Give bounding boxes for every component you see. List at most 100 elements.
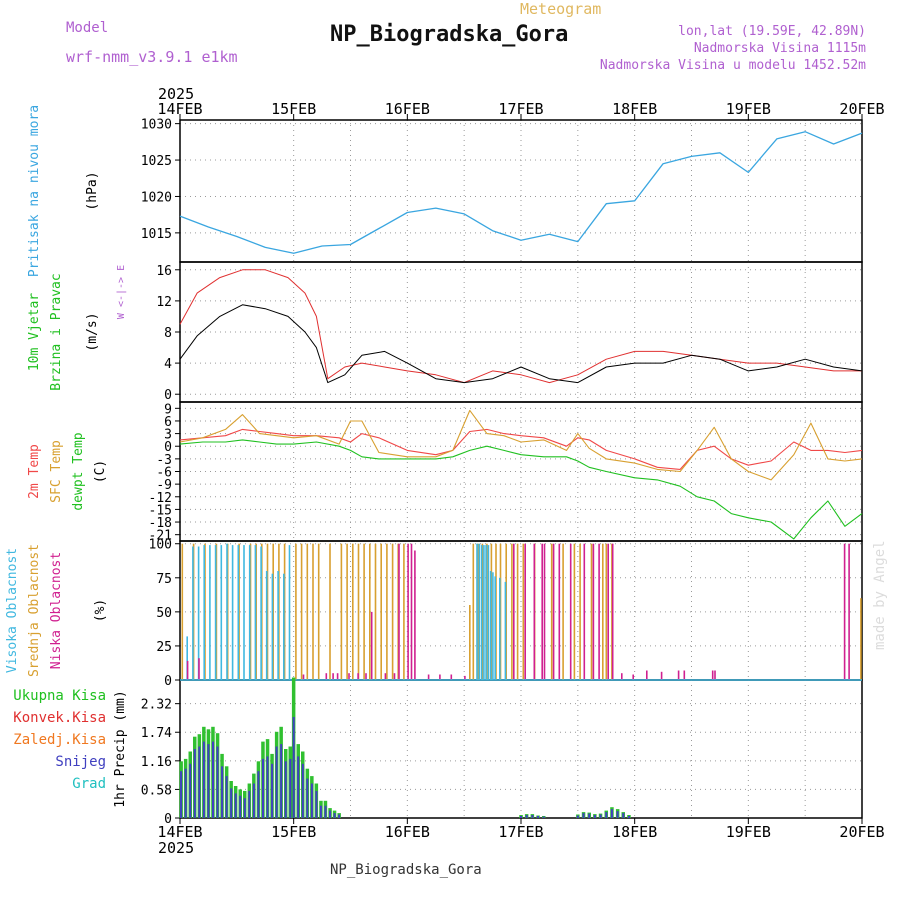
panels-layer [175, 114, 863, 824]
temp-dewpt-line [179, 439, 863, 540]
cloud-low-bar [398, 543, 400, 680]
precip-snow-bar [520, 816, 522, 818]
cloud-low-bar [569, 543, 572, 680]
precip-snow-bar [184, 768, 187, 818]
cloud-mid-bar [511, 543, 513, 680]
precip-snow-bar [333, 813, 336, 818]
cloud-mid-bar [486, 543, 488, 680]
cloud-low-bar [843, 543, 846, 680]
y-tick-label: 1020 [141, 190, 172, 205]
precip-snow-bar [180, 771, 183, 818]
precip-snow-bar [193, 749, 196, 818]
precip-snow-bar [542, 816, 545, 818]
precip-legend-item: Snijeg [55, 754, 106, 770]
cloud-mid-bar [522, 543, 525, 680]
precip-snow-bar [622, 813, 625, 818]
y-tick-label: -18 [149, 516, 172, 531]
cloud-mid-bar [380, 543, 382, 680]
cloud-low-bar [427, 674, 430, 680]
y-tick-label: 1.16 [141, 755, 172, 770]
temp-ylabel-sfc: SFC Temp [49, 440, 64, 503]
cloud-low-bar [325, 673, 328, 680]
precip-snow-bar [306, 778, 309, 818]
cloud-low-bar [632, 674, 634, 680]
precip-snow-bar [531, 815, 534, 818]
year-label-top: 2025 [158, 85, 194, 103]
y-tick-label: 6 [164, 415, 172, 430]
x-tick-label-top: 20FEB [839, 100, 884, 118]
cloud-high-bar [489, 571, 492, 680]
cloud-low-bar [370, 611, 373, 680]
precip-snow-bar [262, 758, 264, 818]
y-tick-label: -15 [149, 503, 172, 518]
temp-sfc-line [179, 409, 863, 481]
precip-snow-bar [216, 746, 219, 818]
y-tick-label: 50 [156, 606, 172, 621]
cloud-high-bar [487, 545, 490, 680]
cloud-low-bar [621, 673, 623, 680]
cloud-low-bar [365, 673, 367, 680]
temp-ylabel-dewpt: dewpt Temp [71, 432, 86, 510]
y-tick-label: 1.74 [141, 726, 172, 741]
cloud-mid-bar [374, 543, 377, 680]
cloud-low-bar [393, 673, 396, 680]
cloud-high-bar [494, 576, 496, 680]
cloud-low-bar [541, 543, 543, 680]
cloud-low-bar [611, 543, 614, 680]
cloud-low-bar [186, 660, 189, 680]
x-tick-label-top: 18FEB [612, 100, 657, 118]
cloud-mid-bar [346, 543, 348, 680]
cloud-mid-bar [472, 543, 475, 680]
x-tick-label-top: 15FEB [271, 100, 316, 118]
cloud-mid-bar [469, 605, 471, 680]
precip-snow-bar [234, 793, 237, 818]
y-tick-label: -3 [156, 453, 172, 468]
cloud-high-bar [192, 546, 194, 680]
precip-legend-item: Zaledj.Kisa [13, 732, 106, 748]
precip-snow-bar [616, 811, 619, 818]
cloud-mid-bar [573, 543, 576, 680]
y-tick-label: 12 [156, 295, 172, 310]
y-tick-label: -9 [156, 478, 172, 493]
y-tick-label: -12 [149, 491, 172, 506]
precip-snow-bar [221, 766, 224, 819]
precip-snow-bar [248, 790, 251, 818]
precip-snow-bar [324, 805, 327, 818]
precip-snow-bar [338, 814, 341, 818]
cloud-low-bar [407, 543, 409, 680]
pressure-ylabel: Pritisak na nivou mora [27, 105, 42, 277]
precip-snow-bar [212, 741, 214, 818]
cloud-low-bar [332, 673, 334, 680]
y-tick-label: 2.32 [141, 698, 172, 713]
temp-ylabel-2m: 2m Temp [27, 444, 42, 499]
precip-snow-bar [243, 798, 246, 818]
cloud-high-bar [214, 545, 217, 680]
precip-snow-bar [284, 761, 287, 818]
cloud-high-bar [243, 545, 245, 680]
y-tick-label: 4 [164, 357, 172, 372]
cloud-mid-bar [590, 543, 593, 680]
y-tick-label: 0 [164, 812, 172, 827]
precip-snow-bar [297, 756, 300, 818]
y-tick-label: 100 [149, 538, 172, 553]
precip-snow-bar [628, 816, 630, 818]
cloud-high-bar [197, 546, 200, 680]
model-label: Model [66, 20, 109, 36]
cloud-high-bar [492, 572, 494, 680]
y-tick-label: 0.58 [141, 783, 172, 798]
cloud-low-bar [646, 670, 648, 680]
cloud-mid-bar [579, 543, 581, 680]
cloud-low-bar [439, 674, 441, 680]
precip-snow-bar [537, 816, 539, 818]
cloud-low-bar [592, 543, 595, 680]
cloud-ylabel-low: Niska Oblacnost [49, 552, 64, 669]
cloud-mid-bar [562, 543, 564, 680]
cloud-mid-bar [181, 543, 184, 680]
cloud-mid-bar [860, 598, 862, 680]
y-tick-label: 1015 [141, 227, 172, 242]
x-tick-label-top: 16FEB [385, 100, 430, 118]
x-tick-label-bottom: 15FEB [271, 823, 316, 841]
cloud-mid-bar [369, 543, 371, 680]
x-tick-label-bottom: 20FEB [839, 823, 884, 841]
cloud-low-bar [410, 543, 413, 680]
